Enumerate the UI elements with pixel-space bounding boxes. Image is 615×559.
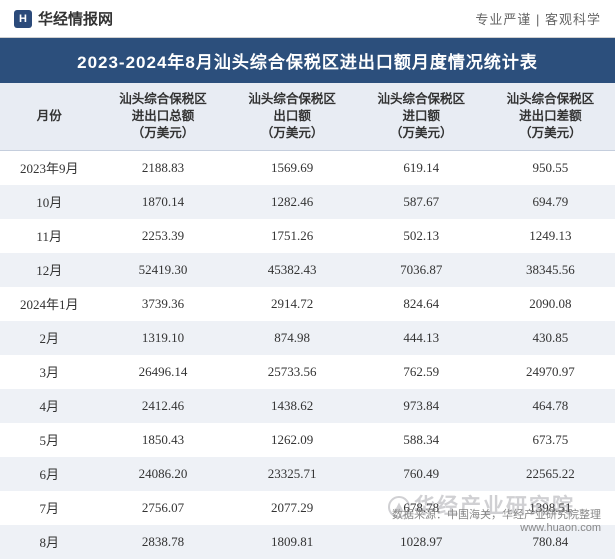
table-row: 2月1319.10874.98444.13430.85	[0, 321, 615, 355]
col-header-balance: 汕头综合保税区进出口差额（万美元）	[486, 83, 615, 150]
brand: H 华经情报网	[14, 8, 113, 29]
cell-value: 1569.69	[228, 150, 357, 185]
cell-value: 22565.22	[486, 457, 615, 491]
table-row: 12月52419.3045382.437036.8738345.56	[0, 253, 615, 287]
cell-value: 3739.36	[98, 287, 227, 321]
cell-value: 762.59	[357, 355, 486, 389]
cell-month: 7月	[0, 491, 98, 525]
cell-month: 5月	[0, 423, 98, 457]
col-header-total: 汕头综合保税区进出口总额（万美元）	[98, 83, 227, 150]
table-container: 月份 汕头综合保税区进出口总额（万美元） 汕头综合保税区出口额（万美元） 汕头综…	[0, 83, 615, 559]
cell-value: 24086.20	[98, 457, 227, 491]
cell-value: 673.75	[486, 423, 615, 457]
cell-value: 973.84	[357, 389, 486, 423]
cell-value: 694.79	[486, 185, 615, 219]
brand-icon: H	[14, 10, 32, 28]
cell-value: 587.67	[357, 185, 486, 219]
table-row: 4月2412.461438.62973.84464.78	[0, 389, 615, 423]
cell-value: 52419.30	[98, 253, 227, 287]
table-row: 2023年9月2188.831569.69619.14950.55	[0, 150, 615, 185]
header-tagline: 专业严谨 | 客观科学	[475, 9, 601, 28]
cell-value: 25733.56	[228, 355, 357, 389]
table-row: 10月1870.141282.46587.67694.79	[0, 185, 615, 219]
cell-value: 24970.97	[486, 355, 615, 389]
footer-source: 数据来源：中国海关，华经产业研究院整理	[392, 506, 601, 522]
cell-value: 1249.13	[486, 219, 615, 253]
cell-month: 10月	[0, 185, 98, 219]
table-title: 2023-2024年8月汕头综合保税区进出口额月度情况统计表	[0, 38, 615, 83]
cell-value: 26496.14	[98, 355, 227, 389]
cell-month: 8月	[0, 525, 98, 559]
col-header-import: 汕头综合保税区进口额（万美元）	[357, 83, 486, 150]
cell-month: 2024年1月	[0, 287, 98, 321]
cell-value: 2253.39	[98, 219, 227, 253]
cell-value: 430.85	[486, 321, 615, 355]
cell-value: 45382.43	[228, 253, 357, 287]
table-row: 5月1850.431262.09588.34673.75	[0, 423, 615, 457]
cell-month: 2月	[0, 321, 98, 355]
table-row: 6月24086.2023325.71760.4922565.22	[0, 457, 615, 491]
footer-url: www.huaon.com	[392, 522, 601, 534]
cell-value: 2412.46	[98, 389, 227, 423]
cell-value: 950.55	[486, 150, 615, 185]
stats-table: 月份 汕头综合保税区进出口总额（万美元） 汕头综合保税区出口额（万美元） 汕头综…	[0, 83, 615, 559]
cell-value: 464.78	[486, 389, 615, 423]
cell-value: 760.49	[357, 457, 486, 491]
cell-value: 502.13	[357, 219, 486, 253]
top-header: H 华经情报网 专业严谨 | 客观科学	[0, 0, 615, 38]
table-header-row: 月份 汕头综合保税区进出口总额（万美元） 汕头综合保税区出口额（万美元） 汕头综…	[0, 83, 615, 150]
cell-value: 874.98	[228, 321, 357, 355]
cell-value: 1262.09	[228, 423, 357, 457]
cell-value: 2914.72	[228, 287, 357, 321]
cell-value: 2756.07	[98, 491, 227, 525]
cell-value: 1751.26	[228, 219, 357, 253]
cell-value: 1870.14	[98, 185, 227, 219]
cell-month: 2023年9月	[0, 150, 98, 185]
cell-month: 4月	[0, 389, 98, 423]
table-body: 2023年9月2188.831569.69619.14950.5510月1870…	[0, 150, 615, 559]
table-row: 11月2253.391751.26502.131249.13	[0, 219, 615, 253]
table-row: 3月26496.1425733.56762.5924970.97	[0, 355, 615, 389]
table-row: 2024年1月3739.362914.72824.642090.08	[0, 287, 615, 321]
cell-value: 2188.83	[98, 150, 227, 185]
cell-value: 619.14	[357, 150, 486, 185]
cell-month: 11月	[0, 219, 98, 253]
cell-value: 38345.56	[486, 253, 615, 287]
cell-value: 2077.29	[228, 491, 357, 525]
cell-value: 1319.10	[98, 321, 227, 355]
footer: 数据来源：中国海关，华经产业研究院整理 www.huaon.com	[392, 506, 601, 534]
cell-value: 2838.78	[98, 525, 227, 559]
cell-value: 444.13	[357, 321, 486, 355]
cell-value: 1282.46	[228, 185, 357, 219]
brand-text: 华经情报网	[38, 8, 113, 29]
cell-month: 3月	[0, 355, 98, 389]
cell-value: 1850.43	[98, 423, 227, 457]
cell-month: 12月	[0, 253, 98, 287]
cell-value: 1438.62	[228, 389, 357, 423]
cell-value: 1809.81	[228, 525, 357, 559]
cell-value: 2090.08	[486, 287, 615, 321]
cell-value: 7036.87	[357, 253, 486, 287]
cell-value: 23325.71	[228, 457, 357, 491]
col-header-month: 月份	[0, 83, 98, 150]
cell-value: 588.34	[357, 423, 486, 457]
cell-month: 6月	[0, 457, 98, 491]
col-header-export: 汕头综合保税区出口额（万美元）	[228, 83, 357, 150]
cell-value: 824.64	[357, 287, 486, 321]
